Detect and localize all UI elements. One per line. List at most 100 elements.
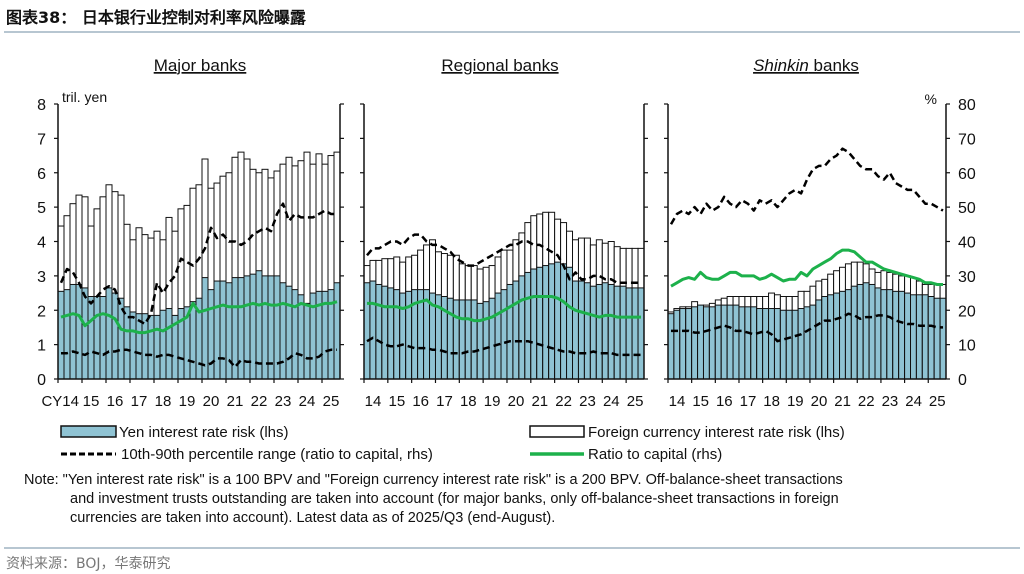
bar-yen — [159, 309, 167, 380]
x-tick-label: 25 — [323, 393, 340, 410]
bar-yen — [833, 292, 841, 380]
bar-yen — [57, 290, 65, 380]
bar-yen — [494, 292, 502, 380]
bar-yen — [815, 299, 823, 380]
y-tick-label-rhs: 80 — [958, 97, 976, 114]
bar-yen — [862, 282, 870, 380]
bar-yen — [839, 290, 846, 380]
x-tick-label: 23 — [579, 393, 596, 410]
note-line-1: Note: "Yen interest rate risk" is a 100 … — [24, 472, 843, 488]
bar-yen — [637, 287, 645, 380]
line-p90 — [59, 202, 337, 326]
bar-yen — [702, 306, 710, 380]
x-tick-label: 15 — [692, 393, 709, 410]
bar-yen — [910, 294, 917, 380]
panel-2: 14 15 16 17 18 19 20 21 22 23 24 25 — [664, 103, 950, 410]
note-line-3: currencies are taken into account). Late… — [70, 510, 555, 526]
bar-yen — [726, 304, 734, 380]
bar-yen — [850, 285, 858, 380]
bar-yen — [482, 301, 490, 380]
bar-yen — [279, 282, 287, 380]
bar-yen — [452, 299, 460, 380]
bar-yen — [631, 287, 639, 380]
bar-yen — [219, 280, 227, 380]
x-tick-label: 19 — [787, 393, 804, 410]
bar-yen — [768, 308, 775, 380]
x-tick-label: 23 — [882, 393, 899, 410]
rhs-axis: 0 10 20 30 40 50 60 70 80 — [958, 97, 976, 389]
bar-yen — [880, 289, 888, 380]
bar-yen — [921, 294, 929, 380]
bar-yen — [773, 308, 781, 380]
bar-yen — [697, 304, 704, 380]
line-p10 — [61, 348, 337, 369]
x-tick-label: 22 — [858, 393, 875, 410]
source-note: 资料来源：BOJ，华泰研究 — [6, 556, 171, 572]
x-tick-label: 24 — [603, 393, 620, 410]
line-p90 — [366, 233, 641, 285]
x-tick-label: CY14 — [41, 393, 79, 410]
bar-yen — [566, 266, 574, 380]
x-tick-label: 21 — [531, 393, 548, 410]
bar-yen — [827, 294, 835, 380]
legend-label-yen: Yen interest rate risk (lhs) — [119, 424, 289, 441]
bar-yen — [225, 282, 233, 380]
bar-yen — [856, 283, 864, 380]
x-tick-label: 14 — [365, 393, 382, 410]
bar-yen — [554, 261, 562, 380]
legend: Yen interest rate risk (lhs) Foreign cur… — [60, 424, 845, 463]
bar-yen — [762, 308, 770, 380]
x-tick-label: 16 — [412, 393, 429, 410]
line-p90 — [669, 147, 944, 225]
bar-yen — [518, 275, 526, 380]
bar-yen — [303, 302, 311, 380]
y-tick-label-rhs: 70 — [958, 131, 976, 148]
bar-yen — [595, 283, 603, 380]
line-ratio — [60, 300, 338, 335]
panel-title-shinkin: Shinkin banks — [753, 56, 859, 75]
bar-yen — [147, 314, 155, 380]
bar-yen — [285, 285, 293, 380]
bar-yen — [708, 306, 716, 380]
bar-yen — [560, 263, 568, 380]
bar-yen — [939, 297, 947, 380]
bar-yen — [369, 280, 377, 380]
x-tick-label: 20 — [203, 393, 220, 410]
bar-yen — [738, 306, 746, 380]
bar-yen — [572, 280, 579, 380]
bar-yen — [691, 306, 699, 380]
x-tick-label: 19 — [179, 393, 196, 410]
bar-yen — [387, 287, 395, 380]
bar-yen — [791, 309, 799, 380]
bar-yen — [500, 289, 508, 380]
line-ratio — [670, 248, 943, 288]
x-tick-label: 21 — [227, 393, 244, 410]
x-tick-label: 20 — [508, 393, 525, 410]
bar-yen — [542, 265, 550, 380]
bar-yen — [714, 304, 722, 380]
bar-yen — [243, 275, 251, 380]
x-tick-label: 22 — [251, 393, 268, 410]
bar-yen — [844, 289, 852, 380]
plot-panels: CY14 15 16 17 18 19 20 21 22 23 24 25 14 15 16 17 18 19 20… — [41, 103, 950, 410]
x-tick-label: 17 — [740, 393, 757, 410]
y-tick-label-rhs: 30 — [958, 269, 976, 286]
y-tick-label-rhs: 40 — [958, 235, 976, 252]
bar-yen — [524, 271, 532, 380]
x-tick-label: 17 — [436, 393, 453, 410]
bar-yen — [63, 289, 71, 380]
bar-yen — [874, 287, 882, 380]
bar-yen — [685, 308, 693, 380]
x-tick-label: 23 — [275, 393, 292, 410]
bar-yen — [105, 287, 113, 380]
x-tick-label: 19 — [484, 393, 501, 410]
figure-title: 图表38： 日本银行业控制对利率风险曝露 — [6, 8, 307, 27]
y-tick-label-lhs: 4 — [37, 235, 46, 252]
x-tick-label: 15 — [388, 393, 405, 410]
bar-yen — [756, 308, 764, 380]
bar-yen — [601, 282, 609, 380]
y-tick-label-lhs: 6 — [37, 166, 46, 183]
legend-swatch-foreign — [529, 425, 585, 438]
bar-yen — [291, 289, 299, 380]
bar-yen — [797, 308, 805, 380]
